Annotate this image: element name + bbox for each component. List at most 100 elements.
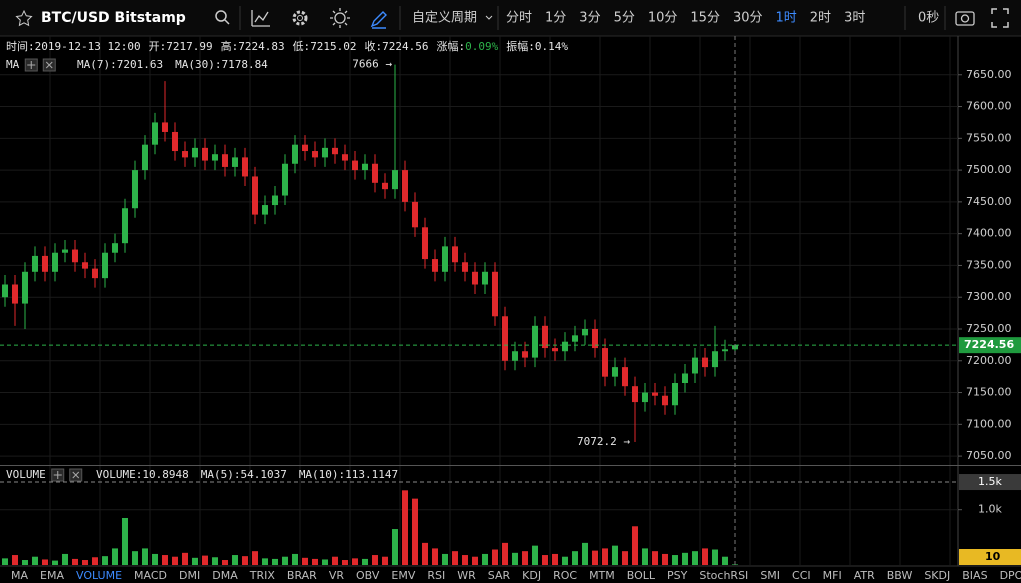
indicator-tab[interactable]: VR: [329, 569, 345, 582]
custom-period[interactable]: 自定义周期: [412, 11, 477, 26]
symbol[interactable]: BTC/USD Bitstamp: [41, 10, 186, 26]
candle-body: [202, 147, 208, 161]
candle-body: [282, 163, 288, 196]
indicator-tab[interactable]: StochRSI: [699, 569, 748, 582]
candle-body: [662, 395, 668, 406]
volume-bar: [582, 542, 588, 565]
indicator-tab[interactable]: BOLL: [627, 569, 656, 582]
volume-bar: [652, 551, 658, 565]
candle-body: [512, 351, 518, 361]
screenshot-icon[interactable]: [955, 11, 975, 26]
info-value: 7215.02: [310, 40, 356, 53]
dropdown-arrow: [485, 15, 493, 20]
volume-bar: [382, 556, 388, 565]
volume-bar: [72, 558, 78, 565]
indicator-tab[interactable]: KDJ: [522, 569, 541, 582]
volume-bar: [242, 556, 248, 565]
volume-bar: [372, 555, 378, 565]
period-button[interactable]: 5分: [614, 11, 635, 26]
period-button[interactable]: 3分: [579, 11, 600, 26]
indicator-tab[interactable]: EMV: [391, 569, 415, 582]
indicator-tab[interactable]: RSI: [427, 569, 445, 582]
candle-body: [722, 349, 728, 352]
info-value: 7224.56: [382, 40, 428, 53]
candle-body: [342, 154, 348, 161]
indicator-tab[interactable]: DPO: [1000, 569, 1021, 582]
indicator-tab[interactable]: SAR: [488, 569, 511, 582]
candle-body: [262, 205, 268, 215]
settings-icon[interactable]: [292, 10, 308, 26]
y-tick-label: 7050.00: [966, 449, 1012, 462]
indicator-tab[interactable]: DMA: [212, 569, 238, 582]
y-tick-label: 7350.00: [966, 258, 1012, 271]
indicator-tab[interactable]: SKDJ: [924, 569, 950, 582]
indicator-tab[interactable]: MFI: [823, 569, 842, 582]
indicator-tab[interactable]: BBW: [887, 569, 913, 582]
volume-bar: [392, 529, 398, 565]
period-button[interactable]: 分时: [506, 11, 532, 26]
volume-bar: [352, 558, 358, 565]
candle-body: [132, 170, 138, 209]
volume-bar: [2, 558, 8, 565]
indicator-icon[interactable]: [251, 10, 270, 27]
candle-body: [92, 268, 98, 279]
volume-bar: [422, 542, 428, 565]
indicator-tab[interactable]: EMA: [40, 569, 64, 582]
volume-bar: [302, 557, 308, 565]
period-button[interactable]: 30分: [733, 11, 763, 26]
volume-bar: [612, 545, 618, 565]
period-button[interactable]: 15分: [690, 11, 720, 26]
indicator-tab[interactable]: ATR: [854, 569, 875, 582]
indicator-tab[interactable]: BIAS: [962, 569, 987, 582]
indicator-tab[interactable]: MACD: [134, 569, 167, 582]
volume-bar: [662, 553, 668, 565]
volume-bar: [132, 551, 138, 565]
legend-item: MA(5):54.1037: [201, 468, 287, 481]
legend-button-icon: [72, 471, 80, 479]
theme-icon[interactable]: [334, 12, 346, 24]
candle-body: [232, 157, 238, 167]
candle-body: [592, 328, 598, 349]
indicator-tab[interactable]: OBV: [356, 569, 380, 582]
candle-body: [572, 335, 578, 342]
indicator-tab[interactable]: SMI: [760, 569, 780, 582]
period-button[interactable]: 10分: [648, 11, 678, 26]
volume-bar: [42, 559, 48, 565]
indicator-tab[interactable]: PSY: [667, 569, 688, 582]
candle-body: [522, 351, 528, 358]
legend-name: MA: [6, 58, 20, 71]
indicator-tab[interactable]: VOLUME: [76, 569, 122, 582]
volume-bar: [622, 551, 628, 565]
settings-icon-center: [297, 15, 303, 21]
period-button[interactable]: 1分: [545, 11, 566, 26]
search-icon[interactable]: [215, 10, 227, 22]
indicator-tab[interactable]: DMI: [179, 569, 200, 582]
toolbar: [0, 0, 1021, 36]
indicator-tab[interactable]: CCI: [792, 569, 811, 582]
candle-body: [492, 271, 498, 317]
info-label: 低:: [293, 40, 311, 53]
candle-body: [502, 316, 508, 361]
period-button[interactable]: 3时: [844, 11, 865, 26]
indicator-tab[interactable]: MTM: [589, 569, 615, 582]
candle-body: [462, 262, 468, 272]
candle-body: [102, 252, 108, 279]
indicator-tab[interactable]: MA: [11, 569, 28, 582]
volume-bar: [232, 555, 238, 565]
period-button[interactable]: 2时: [810, 11, 831, 26]
period-button[interactable]: 1时: [776, 11, 797, 26]
indicator-tab[interactable]: ROC: [553, 569, 577, 582]
fullscreen-icon[interactable]: [991, 8, 1009, 28]
indicator-tab[interactable]: TRIX: [249, 569, 276, 582]
volume-bar: [212, 557, 218, 565]
favorite-icon[interactable]: [15, 9, 33, 27]
indicator-tab[interactable]: BRAR: [287, 569, 317, 582]
volume-bar: [702, 548, 708, 565]
volume-bar: [712, 549, 718, 565]
indicator-tab[interactable]: WR: [457, 569, 476, 582]
candle-body: [12, 284, 18, 304]
draw-icon[interactable]: [370, 11, 387, 29]
candle-body: [192, 147, 198, 158]
info-value: 0.14%: [535, 40, 568, 53]
candle-body: [692, 357, 698, 374]
